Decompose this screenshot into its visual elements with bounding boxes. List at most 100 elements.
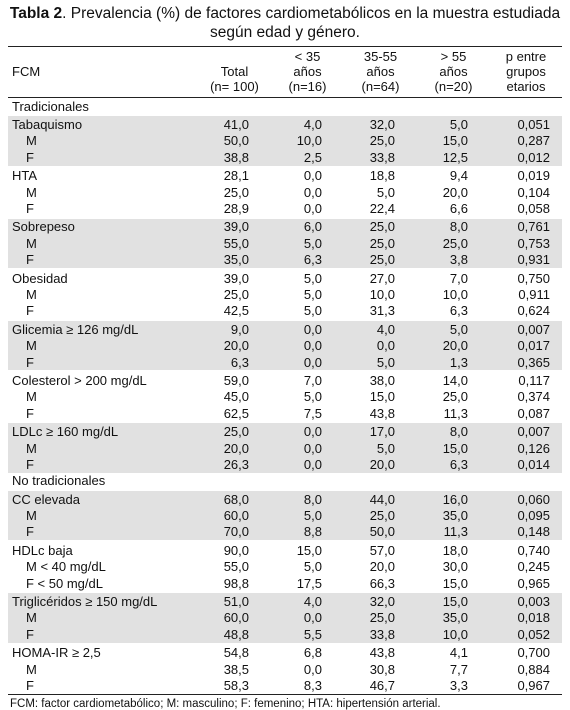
subgroup-row: F 26,3 0,0 20,0 6,3 0,014 — [8, 456, 562, 473]
row-label: F — [26, 201, 34, 217]
value-cell: 54,8 — [198, 642, 271, 661]
table-body: Tradicionales Tabaquismo 41,0 4,0 32,0 5,0 0,0… — [8, 98, 562, 695]
value-cell: 0,095 — [490, 507, 562, 524]
value-cell: 25,0 — [344, 507, 417, 524]
value-cell: 0,058 — [517, 201, 550, 217]
factor-row: Triglicéridos ≥ 150 mg/dL 51,0 4,0 32,0 15,0… — [8, 591, 562, 610]
row-label: F — [8, 523, 198, 542]
value-cell: 32,0 — [344, 114, 417, 133]
value-cell: 0,374 — [517, 389, 550, 405]
value-cell: 6,3 — [449, 303, 468, 319]
value-cell: 5,0 — [303, 286, 322, 302]
value-cell: 6,6 — [449, 201, 468, 217]
prevalence-table: FCM Total (n= 100) < 35 años (n=16) 35-55 a… — [8, 46, 562, 695]
value-cell: 58,3 — [198, 677, 271, 695]
value-cell: 0,019 — [490, 165, 562, 184]
value-cell: 25,0 — [223, 286, 249, 302]
value-cell: 0,007 — [490, 421, 562, 440]
value-cell: 0,117 — [490, 370, 562, 389]
header-cell: p entre grupos etarios — [490, 46, 562, 98]
value-cell: 20,0 — [198, 337, 271, 354]
section-label: Tradicionales — [12, 98, 89, 114]
value-cell: 25,0 — [344, 216, 417, 236]
value-cell: 9,4 — [417, 165, 490, 184]
value-cell: 0,0 — [303, 184, 322, 200]
value-cell: 35,0 — [417, 507, 490, 524]
value-cell: 41,0 — [198, 114, 271, 133]
value-cell: 44,0 — [344, 488, 417, 508]
value-cell: 38,8 — [198, 149, 271, 167]
subgroup-row: F 58,3 8,3 46,7 3,3 0,967 — [8, 677, 562, 695]
value-cell: 11,3 — [417, 523, 490, 542]
value-cell: 25,0 — [344, 251, 417, 269]
header-cell: < 35 años (n=16) — [271, 46, 344, 98]
factor-row: HTA 28,1 0,0 18,8 9,4 0,019 — [8, 165, 562, 184]
value-cell: 20,0 — [369, 559, 395, 575]
row-label: F — [26, 405, 34, 421]
row-label: LDLc ≥ 160 mg/dL — [8, 421, 198, 440]
value-cell: 4,0 — [344, 319, 417, 338]
subgroup-row: F 6,3 0,0 5,0 1,3 0,365 — [8, 353, 562, 372]
row-label: M — [26, 661, 37, 677]
value-cell: 62,5 — [223, 405, 249, 421]
header-cell: Total (n= 100) — [198, 46, 271, 98]
value-cell: 4,0 — [271, 114, 344, 133]
value-cell: 3,3 — [417, 677, 490, 695]
value-cell: 6,8 — [271, 642, 344, 661]
value-cell: 33,8 — [344, 149, 417, 167]
value-cell: 0,126 — [490, 439, 562, 457]
row-label: CC elevada — [8, 488, 198, 508]
value-cell: 0,624 — [517, 303, 550, 319]
value-cell: 48,8 — [198, 626, 271, 644]
value-cell: 35,0 — [198, 251, 271, 269]
value-cell: 6,3 — [271, 251, 344, 269]
footnote: FCM: factor cardiometabólico; M: masculi… — [10, 697, 441, 710]
value-cell: 5,0 — [271, 235, 344, 252]
subgroup-row: F 38,8 2,5 33,8 12,5 0,012 — [8, 149, 562, 167]
value-cell: 60,0 — [198, 507, 271, 524]
value-cell: 25,0 — [223, 184, 249, 200]
value-cell: 43,8 — [344, 642, 417, 661]
row-label: HTA — [8, 165, 198, 184]
value-cell: 8,0 — [417, 421, 490, 440]
value-cell: 0,967 — [490, 677, 562, 695]
value-cell: 0,0 — [271, 353, 344, 372]
value-cell: 0,018 — [490, 609, 562, 627]
value-cell: 51,0 — [198, 591, 271, 610]
value-cell: 25,0 — [417, 235, 490, 252]
value-cell: 28,1 — [198, 165, 271, 184]
value-cell: 0,0 — [271, 439, 344, 457]
factor-row: Glicemia ≥ 126 mg/dL 9,0 0,0 4,0 5,0 0,007 — [8, 319, 562, 338]
value-cell: 0,0 — [344, 337, 417, 354]
page-body: Tabla 2. Prevalencia (%) de factores car… — [8, 4, 562, 710]
value-cell: 7,7 — [449, 661, 468, 677]
value-cell: 9,0 — [198, 319, 271, 338]
subgroup-row: F 28,9 0,0 22,4 6,6 0,058 — [8, 200, 562, 217]
subgroup-row: F 70,0 8,8 50,0 11,3 0,148 — [8, 523, 562, 542]
value-cell: 31,3 — [369, 303, 395, 319]
factor-row: Sobrepeso 39,0 6,0 25,0 8,0 0,761 — [8, 216, 562, 236]
value-cell: 15,0 — [417, 591, 490, 610]
value-cell: 0,007 — [490, 319, 562, 338]
value-cell: 8,0 — [271, 488, 344, 508]
row-label: Triglicéridos ≥ 150 mg/dL — [8, 591, 198, 610]
header-cell: 35-55 años (n=64) — [344, 46, 417, 98]
value-cell: 0,287 — [490, 132, 562, 150]
value-cell: 45,0 — [223, 389, 249, 405]
subgroup-row: M < 40 mg/dL 55,0 5,0 20,0 30,0 0,245 — [8, 559, 562, 575]
value-cell: 55,0 — [198, 235, 271, 252]
subgroup-row: M 55,0 5,0 25,0 25,0 0,753 — [8, 235, 562, 252]
value-cell: 5,0 — [417, 319, 490, 338]
factor-row: Tabaquismo 41,0 4,0 32,0 5,0 0,051 — [8, 114, 562, 133]
value-cell: 4,0 — [271, 591, 344, 610]
table-title: Tabla 2. Prevalencia (%) de factores car… — [8, 4, 562, 42]
row-label: M — [8, 132, 198, 150]
subgroup-row: F < 50 mg/dL 98,8 17,5 66,3 15,0 0,965 — [8, 575, 562, 592]
value-cell: 0,051 — [490, 114, 562, 133]
value-cell: 10,0 — [417, 626, 490, 644]
value-cell: 5,0 — [303, 303, 322, 319]
row-label: M — [8, 439, 198, 457]
value-cell: 0,087 — [517, 405, 550, 421]
value-cell: 12,5 — [417, 149, 490, 167]
value-cell: 0,965 — [517, 575, 550, 591]
